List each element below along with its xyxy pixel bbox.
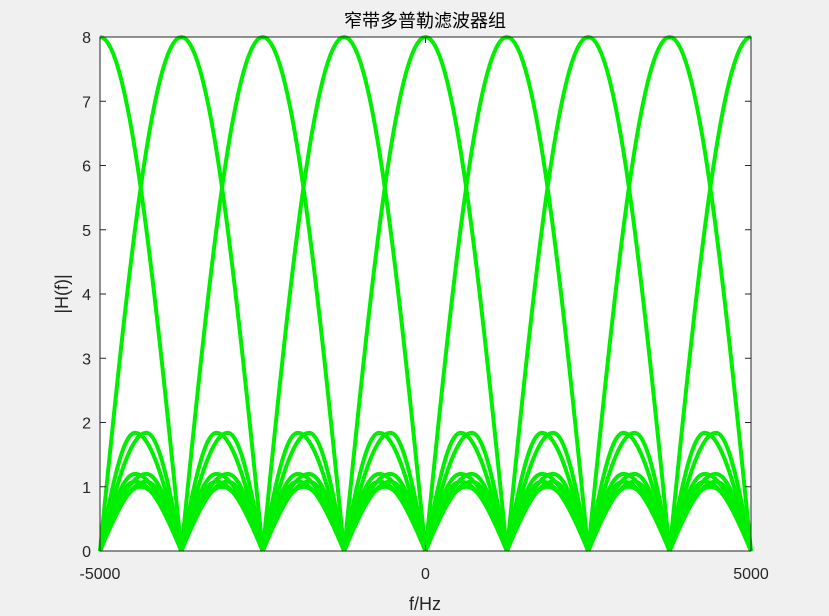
- y-tick-label: 0: [82, 544, 91, 561]
- sidelobe-curve: [260, 430, 347, 552]
- sidelobe-curve: [179, 430, 265, 552]
- y-tick-label: 8: [82, 30, 91, 47]
- sidelobe-curve: [260, 471, 347, 552]
- sidelobe-curve: [667, 430, 753, 552]
- sidelobe-curve: [98, 430, 184, 552]
- y-tick-label: 3: [82, 351, 91, 368]
- sidelobe-curve: [423, 471, 509, 552]
- sidelobe-curve: [504, 430, 591, 552]
- sidelobe-curve: [505, 471, 591, 552]
- x-tick-label: 0: [421, 566, 430, 583]
- y-tick-label: 2: [82, 416, 91, 433]
- y-tick-label: 1: [82, 480, 91, 497]
- x-axis-label: f/Hz: [409, 594, 441, 614]
- sidelobe-curve: [667, 471, 753, 552]
- x-tick-label: 5000: [733, 566, 769, 583]
- chart-title: 窄带多普勒滤波器组: [344, 11, 506, 32]
- x-tick-label: -5000: [80, 566, 121, 583]
- sidelobe-curve: [586, 430, 672, 552]
- sidelobe-curve: [342, 471, 428, 552]
- y-tick-label: 5: [82, 223, 91, 240]
- sidelobe-curve: [98, 471, 184, 552]
- y-tick-label: 6: [82, 159, 91, 176]
- y-axis-label: |H(f)|: [52, 274, 72, 313]
- y-tick-label: 4: [82, 287, 91, 304]
- sidelobe-curve: [179, 471, 265, 552]
- sidelobe-curve: [342, 430, 428, 552]
- y-tick-label: 7: [82, 94, 91, 111]
- sidelobe-curve: [586, 471, 672, 552]
- sidelobe-curve: [423, 430, 509, 552]
- main-lobe-curve: [667, 35, 752, 552]
- axis-ticks: 0 1 2 3 4 5 6 7 8 -5000 0 5000: [80, 30, 769, 583]
